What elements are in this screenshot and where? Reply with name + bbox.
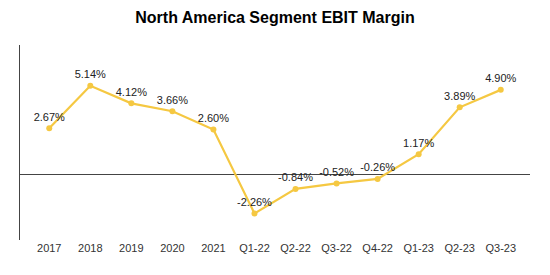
svg-text:-0.26%: -0.26% — [360, 161, 395, 173]
svg-text:Q2-22: Q2-22 — [280, 242, 311, 254]
svg-text:-0.84%: -0.84% — [278, 171, 313, 183]
svg-text:-0.52%: -0.52% — [319, 166, 354, 178]
svg-text:2.60%: 2.60% — [198, 112, 229, 124]
svg-text:3.89%: 3.89% — [444, 90, 475, 102]
svg-text:Q2-23: Q2-23 — [444, 242, 475, 254]
svg-text:Q1-22: Q1-22 — [239, 242, 270, 254]
svg-text:5.14%: 5.14% — [75, 68, 106, 80]
svg-text:Q3-23: Q3-23 — [485, 242, 516, 254]
svg-text:2019: 2019 — [119, 242, 143, 254]
svg-text:1.17%: 1.17% — [403, 137, 434, 149]
svg-text:North America Segment EBIT Mar: North America Segment EBIT Margin — [135, 9, 414, 26]
svg-text:Q3-22: Q3-22 — [321, 242, 352, 254]
svg-text:Q4-22: Q4-22 — [362, 242, 393, 254]
svg-text:-2.26%: -2.26% — [237, 196, 272, 208]
svg-text:2020: 2020 — [160, 242, 184, 254]
svg-text:2017: 2017 — [37, 242, 61, 254]
svg-text:Q1-23: Q1-23 — [403, 242, 434, 254]
svg-text:2018: 2018 — [78, 242, 102, 254]
svg-text:2021: 2021 — [201, 242, 225, 254]
svg-text:4.90%: 4.90% — [485, 72, 516, 84]
svg-text:3.66%: 3.66% — [157, 94, 188, 106]
svg-text:4.12%: 4.12% — [116, 86, 147, 98]
svg-text:2.67%: 2.67% — [34, 111, 65, 123]
